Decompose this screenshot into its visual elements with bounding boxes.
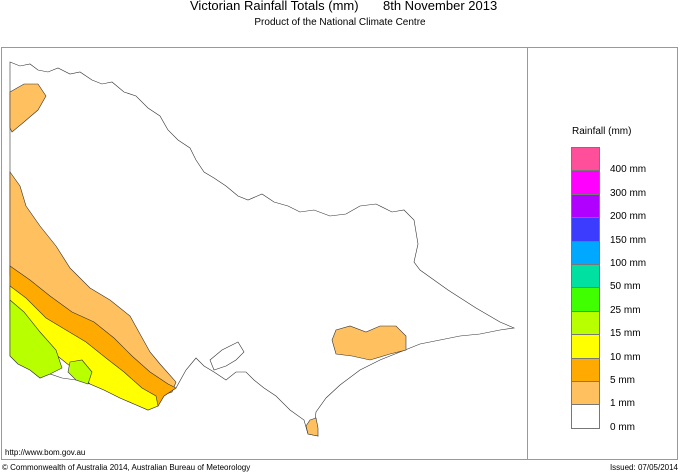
legend-swatch xyxy=(571,264,600,289)
legend-label: 0 mm xyxy=(610,421,635,433)
legend-swatch xyxy=(571,381,600,406)
issued-date: Issued: 07/05/2014 xyxy=(609,463,678,472)
subtitle: Product of the National Climate Centre xyxy=(254,17,426,28)
legend-swatch xyxy=(571,357,600,382)
legend-swatch xyxy=(571,310,600,336)
title-date: 8th November 2013 xyxy=(383,0,498,13)
legend-swatch xyxy=(571,217,600,242)
victoria-rainfall-map xyxy=(9,61,516,437)
legend-label: 100 mm xyxy=(610,258,647,269)
legend-label: 150 mm xyxy=(610,234,647,246)
copyright: © Commonwealth of Australia 2014, Austra… xyxy=(2,463,251,472)
legend-swatch xyxy=(571,240,600,265)
legend-divider xyxy=(527,47,528,460)
legend-label: 200 mm xyxy=(610,211,647,223)
legend-swatch xyxy=(571,287,600,312)
legend-label: 15 mm xyxy=(610,328,641,340)
map-frame xyxy=(1,47,678,460)
legend-swatch xyxy=(571,170,600,195)
legend-label: 400 mm xyxy=(610,164,647,176)
legend-label: 5 mm xyxy=(610,375,635,386)
legend-title: Rainfall (mm) xyxy=(572,126,632,137)
rain-1mm-gippsland xyxy=(331,325,407,361)
rain-1mm-wilsons-prom xyxy=(305,417,319,437)
legend-swatch xyxy=(571,147,600,172)
title-text: Victorian Rainfall Totals (mm) xyxy=(190,0,359,13)
rain-15mm-west xyxy=(9,299,63,379)
legend-label: 50 mm xyxy=(610,281,641,293)
legend-swatch xyxy=(571,334,600,359)
legend-swatch xyxy=(571,404,600,429)
source-url[interactable]: http://www.bom.gov.au xyxy=(5,448,86,457)
rain-1mm-northwest xyxy=(9,83,47,133)
legend-label: 1 mm xyxy=(610,398,635,410)
port-phillip-bay xyxy=(209,341,245,371)
legend-label: 25 mm xyxy=(610,304,641,316)
legend-label: 10 mm xyxy=(610,351,641,363)
rain-15mm-patch xyxy=(67,359,93,385)
legend-label: 300 mm xyxy=(610,187,647,199)
legend-swatch xyxy=(571,193,600,219)
